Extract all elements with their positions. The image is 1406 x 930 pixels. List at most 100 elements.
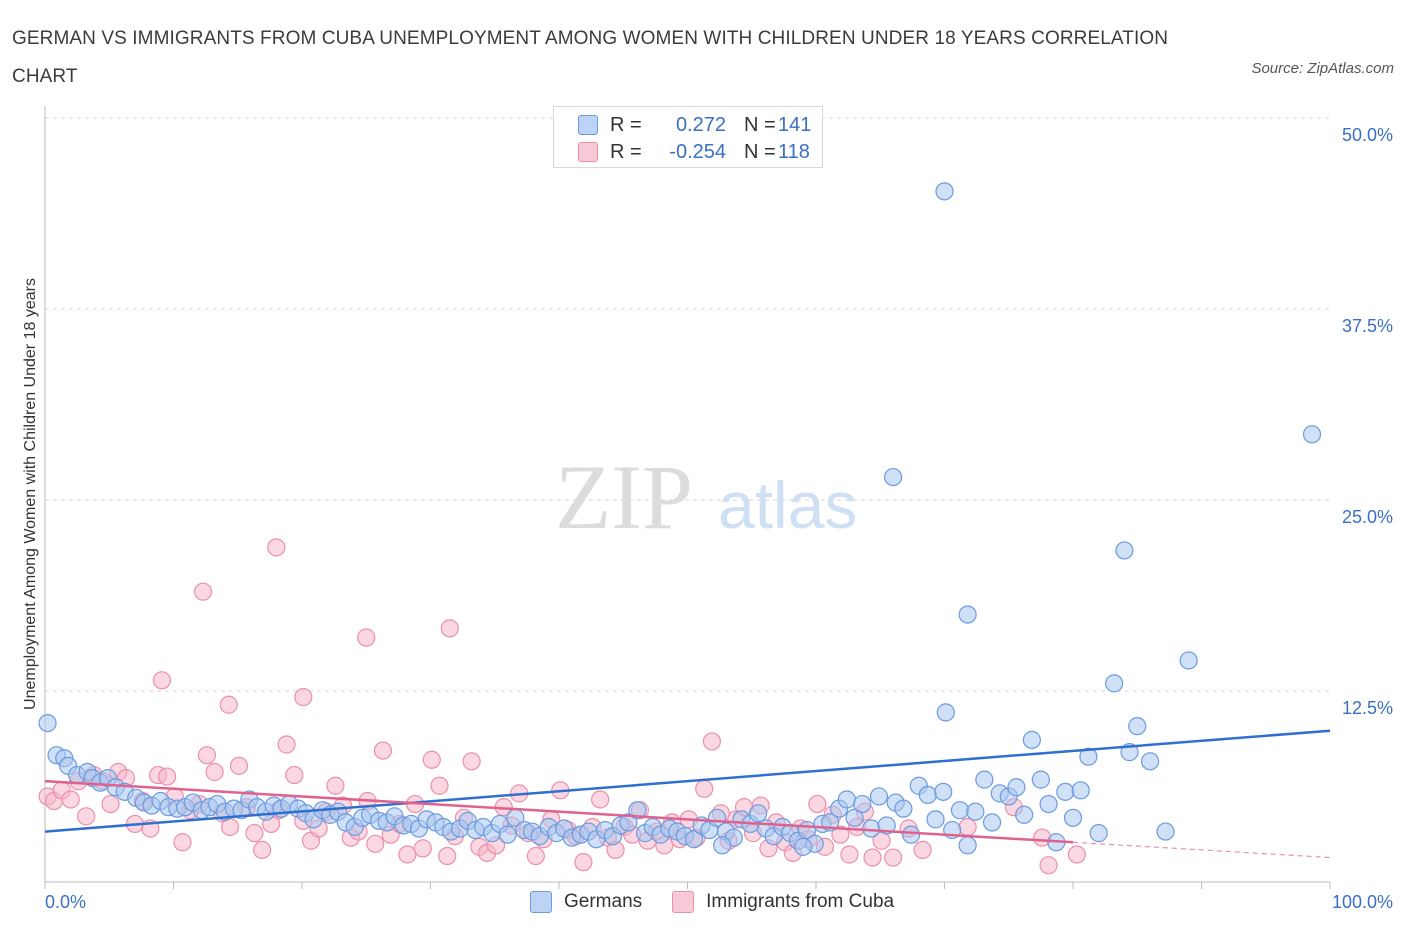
legend-n-label: N = <box>744 113 776 136</box>
legend-r-value-germans: 0.272 <box>675 113 726 136</box>
grid-lines <box>45 117 1330 692</box>
germans-point <box>918 785 937 805</box>
germans-point <box>1015 805 1034 824</box>
tick-labels: 12.5% 25.0% 37.5% 50.0% 0.0% 100.0% <box>45 125 1393 912</box>
legend-label-cuba: Immigrants from Cuba <box>706 891 895 912</box>
germans-point <box>958 836 977 855</box>
germans-point <box>1302 425 1322 444</box>
germans-point <box>845 808 864 827</box>
x-tick-label: 0.0% <box>45 892 86 912</box>
germans-point <box>1089 824 1108 843</box>
correlation-legend: R = 0.272 N = 141 R = -0.254 N = 118 <box>553 106 823 168</box>
cuba-point <box>219 695 238 714</box>
cuba-point <box>245 824 264 843</box>
germans-point <box>883 467 903 487</box>
series-legend: Germans Immigrants from Cuba <box>530 888 924 916</box>
cuba-point <box>220 817 240 837</box>
cuba-point <box>152 671 172 690</box>
cuba-point <box>197 746 217 765</box>
germans-point <box>901 825 921 844</box>
germans-point <box>1179 651 1198 670</box>
germans-point <box>975 770 994 789</box>
watermark-zip: ZIP <box>555 446 693 548</box>
x-tick-label: 100.0% <box>1332 892 1393 912</box>
cuba-point <box>462 752 481 771</box>
germans-point <box>628 801 647 820</box>
germans-point <box>862 819 881 838</box>
cuba-trend-line <box>44 779 1074 844</box>
cuba-point <box>913 840 932 860</box>
legend-r-value-cuba: -0.254 <box>669 140 726 163</box>
germans-point <box>936 703 955 722</box>
legend-row-cuba: R = -0.254 N = 118 <box>578 140 810 164</box>
cuba-point <box>863 848 882 867</box>
cuba-point <box>61 790 80 809</box>
germans-point <box>684 830 704 849</box>
legend-item-germans: Germans <box>530 891 642 913</box>
y-tick-label: 50.0% <box>1342 125 1393 145</box>
germans-point <box>1022 730 1041 749</box>
cuba-point <box>277 735 296 754</box>
legend-n-value-germans: 141 <box>778 113 812 136</box>
cuba-point <box>193 582 213 601</box>
legend-n-value-cuba: 118 <box>778 140 810 163</box>
germans-point <box>1063 808 1083 827</box>
germans-point <box>958 605 977 624</box>
legend-item-cuba: Immigrants from Cuba <box>672 891 894 913</box>
cuba-point <box>267 538 286 557</box>
cuba-point <box>591 790 610 809</box>
germans-point <box>794 837 813 856</box>
germans-point <box>934 782 953 801</box>
germans-point <box>38 713 57 733</box>
germans-point <box>950 801 970 820</box>
cuba-point <box>101 794 120 814</box>
germans-point <box>498 825 517 844</box>
legend-r-label: R = <box>610 140 642 163</box>
germans-trend-line <box>44 729 1331 833</box>
germans-point <box>1079 747 1098 766</box>
cuba-point <box>326 776 345 795</box>
germans-point <box>619 813 638 832</box>
cuba-point <box>413 839 432 858</box>
cuba-point <box>440 619 459 638</box>
germans-point <box>853 794 872 814</box>
germans-point <box>1156 822 1175 841</box>
cuba-point <box>357 628 376 647</box>
cuba-point <box>205 762 224 782</box>
cuba-point <box>430 776 449 795</box>
chart-title: GERMAN VS IMMIGRANTS FROM CUBA UNEMPLOYM… <box>12 28 1169 87</box>
legend-swatch-cuba <box>578 142 598 162</box>
cuba-point <box>173 833 192 852</box>
germans-point <box>1007 778 1026 797</box>
germans-point <box>982 813 1002 832</box>
germans-point <box>749 804 768 823</box>
cuba-point <box>373 741 393 760</box>
y-tick-label: 12.5% <box>1342 698 1393 718</box>
germans-point <box>1031 770 1050 789</box>
legend-swatch-cuba <box>672 891 695 913</box>
cuba-point <box>840 845 859 864</box>
cuba-point <box>285 765 304 785</box>
germans-point <box>1071 781 1090 800</box>
cuba-point <box>253 840 272 860</box>
axes <box>44 106 1331 889</box>
legend-swatch-germans <box>530 891 552 913</box>
legend-row-germans: R = 0.272 N = 141 <box>578 113 811 137</box>
source-label: Source: ZipAtlas.com <box>1251 60 1394 77</box>
cuba-trend-extension <box>1072 841 1331 859</box>
cuba-point <box>883 848 903 867</box>
cuba-point <box>294 688 313 707</box>
cuba-point <box>366 834 385 853</box>
germans-point <box>1056 782 1075 801</box>
cuba-point <box>422 750 441 769</box>
germans-point <box>869 787 889 806</box>
germans-point <box>713 836 732 855</box>
cuba-point <box>398 845 417 864</box>
cuba-point <box>695 779 714 798</box>
legend-n-label: N = <box>744 140 776 163</box>
germans-point <box>837 790 856 809</box>
germans-point <box>935 182 954 201</box>
cuba-point <box>229 756 249 775</box>
cuba-point <box>808 794 827 814</box>
